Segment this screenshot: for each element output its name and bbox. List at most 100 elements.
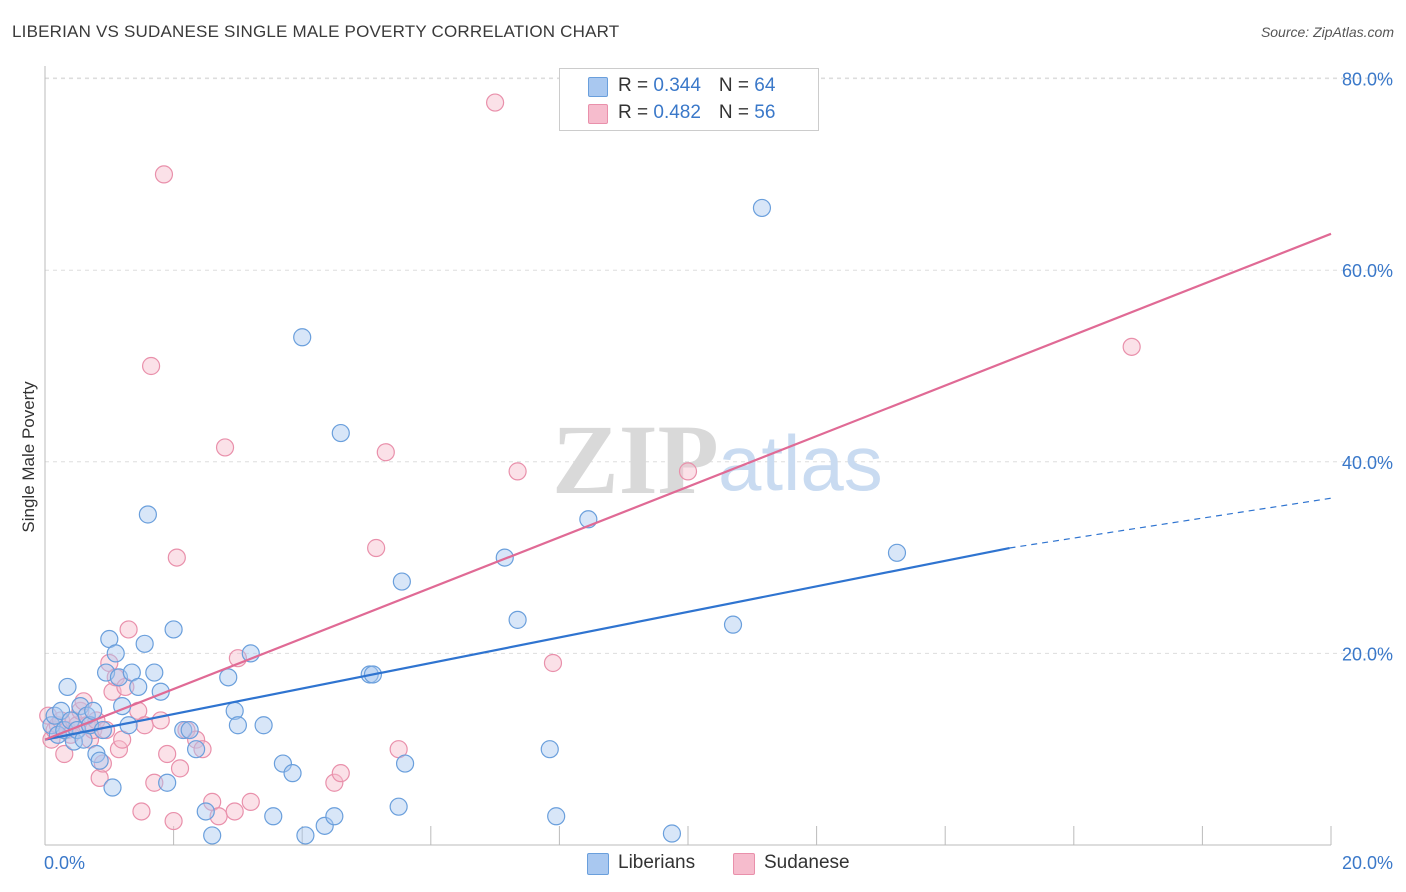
sudanese-point [93,754,112,773]
liberians-point [180,720,199,740]
sudanese-point [241,792,260,811]
sudanese-point [1122,337,1141,356]
liberians-point [203,826,222,845]
axes [44,66,1332,846]
liberians-point [662,824,682,843]
bottom-legend-label-liberians: Liberians [618,852,696,873]
tick-labels: 20.0% 40.0% 60.0% 80.0% 0.0% 20.0% [44,70,1393,873]
liberians-point [887,543,907,562]
sudanese-point [55,744,74,764]
sudanese-point [145,773,164,792]
liberians-point [296,826,315,845]
liberians-trend-extension [1009,497,1332,549]
sudanese-point [486,93,505,112]
x-tick-label: 20.0% [1342,853,1393,873]
liberians-point [495,548,514,567]
liberians-point [395,754,415,773]
liberians-point [138,505,157,524]
sudanese-point [331,764,350,783]
liberians-point [106,644,125,663]
sudanese-point [215,438,235,457]
sudanese-trend-line [44,232,1332,741]
liberians-point [273,754,293,773]
legend-r-value-liberians: 0.344 [653,75,701,96]
y-tick-label: 60.0% [1342,261,1393,281]
y-axis-label: Single Male Poverty [19,381,38,533]
sudanese-point [158,744,177,764]
liberians-point [293,328,312,347]
sudanese-point [678,462,698,481]
sudanese-point [167,548,186,567]
legend-r-label: R = [618,75,654,96]
liberians-trend-line [44,546,1010,741]
liberians-point [315,816,334,835]
bottom-swatch-liberians [587,853,609,875]
liberians-point [264,807,283,826]
sudanese-point [170,759,190,778]
source-label: Source: ZipAtlas.com [1260,24,1394,40]
liberians-point [228,716,247,735]
y-tick-label: 40.0% [1342,453,1393,473]
sudanese-point [376,443,395,462]
sudanese-point [325,773,344,792]
legend-n-label: N = [718,75,755,96]
liberians-point [90,751,109,770]
sudanese-point [187,730,206,749]
legend-r-label: R = [618,102,654,123]
watermark: ZIP atlas [552,404,883,515]
liberians-point [84,701,103,720]
liberians-point [392,572,411,591]
liberians-point [508,610,527,629]
legend-swatch-sudanese [588,104,608,124]
liberians-point [196,802,215,821]
sudanese-point [164,811,183,831]
sudanese-point [141,356,161,376]
liberians-point [540,740,559,759]
liberians-point [283,764,302,783]
liberians-point [219,668,238,687]
liberians-point [103,778,122,797]
trend-lines [44,232,1332,741]
sudanese-point [367,538,386,558]
bottom-legend-label-sudanese: Sudanese [764,852,850,873]
sudanese-point [225,802,244,821]
y-tick-label: 80.0% [1342,70,1393,90]
liberians-point [174,720,193,740]
bottom-swatch-sudanese [733,853,755,875]
legend-n-value-liberians: 64 [754,75,776,96]
sudanese-point [154,165,174,184]
liberians-point [129,677,148,697]
liberians-point [723,615,743,634]
liberians-point [135,634,154,653]
liberians-point [389,797,408,816]
chart-title: LIBERIAN VS SUDANESE SINGLE MALE POVERTY… [12,22,620,41]
x-tick-label: 0.0% [44,853,85,873]
liberians-point [547,807,566,826]
liberians-point [325,807,344,826]
liberians-point [58,677,77,697]
sudanese-point [193,740,212,759]
legend-n-label: N = [718,102,755,123]
watermark-zip: ZIP [552,404,719,515]
liberians-point [254,716,273,735]
legend-r-value-sudanese: 0.482 [653,102,701,123]
liberians-point [331,423,350,443]
liberians-point [752,198,772,218]
liberians-point [51,701,71,720]
watermark-atlas: atlas [718,419,883,507]
liberians-point [164,620,183,639]
liberians-point [145,663,164,682]
sudanese-point [119,620,138,639]
grid-lines [45,77,1391,654]
legend-n-value-sudanese: 56 [754,102,776,123]
liberians-point [158,773,177,792]
liberians-point [187,740,206,759]
y-tick-label: 20.0% [1342,644,1393,664]
sudanese-point [543,653,563,673]
sudanese-points [39,93,1141,831]
legend-swatch-liberians [588,77,608,97]
sudanese-point [109,740,129,759]
sudanese-point [508,462,527,481]
sudanese-point [132,802,151,821]
